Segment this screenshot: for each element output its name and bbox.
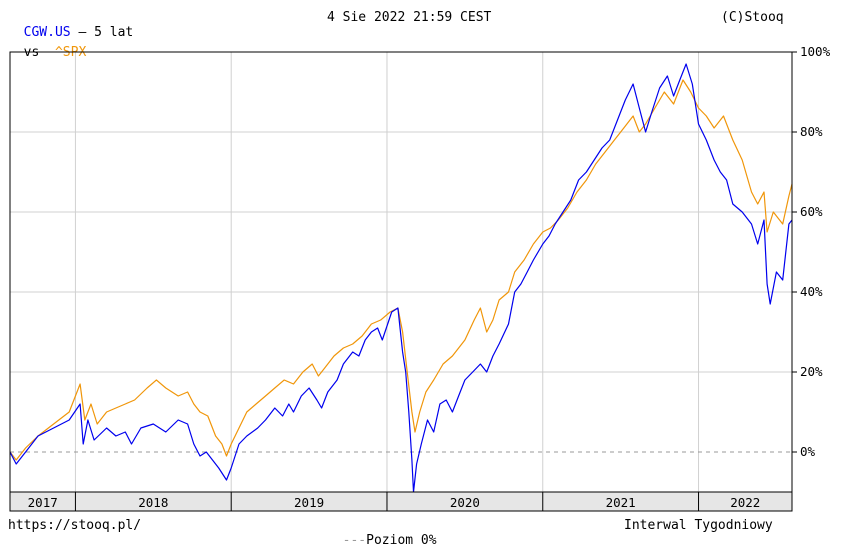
- zero-legend-label: Poziom 0%: [366, 533, 437, 548]
- y-tick-label: 100%: [800, 44, 831, 59]
- symbol-label[interactable]: CGW.US: [23, 25, 71, 40]
- y-tick-label: 40%: [800, 284, 823, 299]
- period-label: – 5 lat: [70, 25, 134, 40]
- x-year-label: 2022: [730, 495, 760, 510]
- series-layer: [9, 63, 793, 493]
- x-axis-band: [9, 491, 793, 512]
- x-year-label: 2020: [450, 495, 480, 510]
- y-tick-label: 20%: [800, 364, 823, 379]
- x-axis-layer: 2017 2018 2019 2020 2021 2022: [9, 491, 793, 512]
- series-line-spx: [9, 79, 793, 461]
- header-line-1: CGW.US – 5 lat: [8, 10, 134, 40]
- y-tick-label: 60%: [800, 204, 823, 219]
- zero-legend-dash: ---: [342, 533, 367, 548]
- x-year-label: 2021: [606, 495, 636, 510]
- y-tick-layer: 0% 20% 40% 60% 80% 100%: [792, 44, 831, 459]
- grid-layer: [10, 51, 792, 492]
- y-tick-label: 80%: [800, 124, 823, 139]
- x-year-label: 2019: [294, 495, 324, 510]
- zero-legend: ---Poziom 0%: [327, 518, 437, 548]
- source-url[interactable]: https://stooq.pl/: [8, 518, 142, 533]
- series-line-cgwus: [9, 63, 793, 493]
- copyright-label: (C)Stooq: [721, 10, 784, 25]
- interval-label: Interwal Tygodniowy: [624, 518, 773, 533]
- frame-layer: [9, 51, 793, 493]
- datetime-label: 4 Sie 2022 21:59 CEST: [327, 10, 492, 25]
- y-tick-label: 0%: [800, 444, 816, 459]
- x-year-label: 2018: [138, 495, 168, 510]
- plot-frame: [9, 51, 793, 493]
- x-year-label: 2017: [28, 495, 58, 510]
